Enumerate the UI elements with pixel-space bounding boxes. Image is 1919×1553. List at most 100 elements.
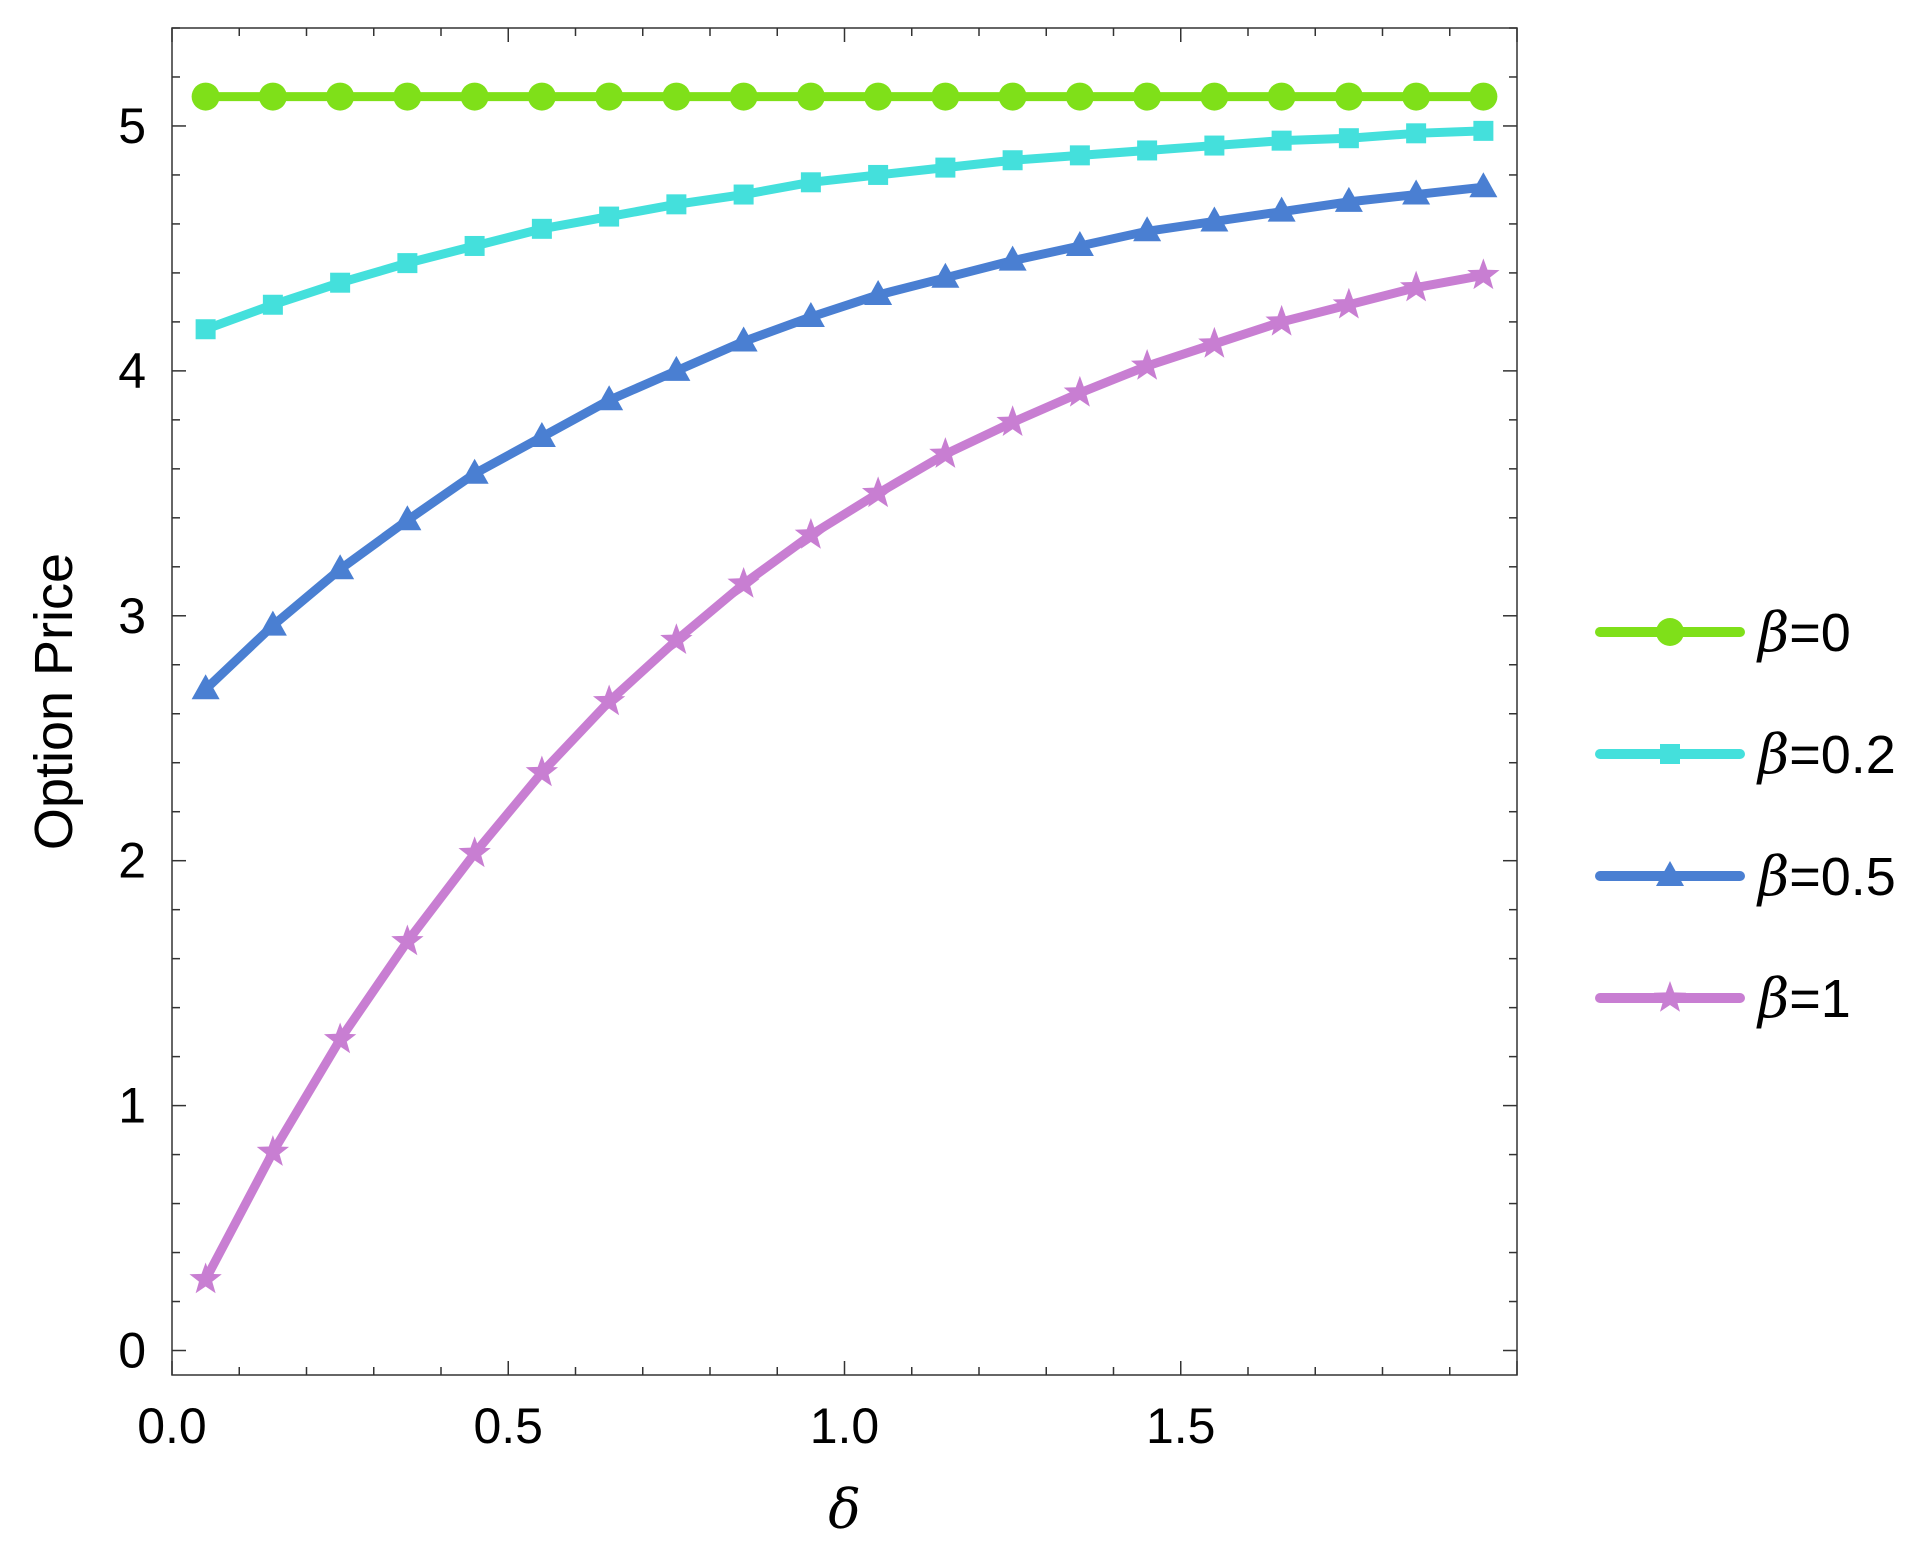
data-point xyxy=(391,924,424,956)
x-tick-label: 0.5 xyxy=(473,1398,543,1454)
series-line xyxy=(201,126,1488,334)
data-point xyxy=(191,674,220,700)
data-point xyxy=(929,437,962,468)
series-line xyxy=(201,182,1488,694)
data-point xyxy=(460,458,489,484)
data-point xyxy=(931,262,960,288)
data-point xyxy=(595,385,624,411)
series-line xyxy=(201,270,1488,1284)
legend-item: β=0 xyxy=(1595,601,1851,664)
data-point xyxy=(527,421,556,447)
data-point xyxy=(592,684,626,716)
data-point xyxy=(864,279,893,305)
data-point xyxy=(1065,82,1094,111)
y-tick-label: 5 xyxy=(118,98,146,154)
data-point xyxy=(729,326,758,352)
data-point xyxy=(1469,82,1498,111)
data-point xyxy=(662,355,691,381)
data-point xyxy=(1069,145,1090,166)
y-tick-label: 4 xyxy=(118,343,146,399)
x-axis-label: δ xyxy=(828,1478,861,1541)
y-tick-label: 0 xyxy=(118,1323,146,1379)
data-point xyxy=(1402,179,1431,205)
data-point xyxy=(1267,82,1296,111)
data-point xyxy=(861,476,895,508)
data-point xyxy=(1200,206,1229,232)
data-point xyxy=(1267,196,1296,222)
data-point xyxy=(1271,130,1292,151)
data-point xyxy=(996,405,1029,437)
data-point xyxy=(1402,82,1431,111)
data-point xyxy=(1133,82,1162,111)
legend-label: β=0 xyxy=(1756,601,1851,664)
data-point xyxy=(1265,304,1298,336)
data-point xyxy=(527,82,556,111)
data-point xyxy=(256,1135,290,1166)
data-point xyxy=(191,82,220,111)
data-point xyxy=(864,82,893,111)
legend-label: β=0.2 xyxy=(1756,723,1896,786)
legend-swatch-marker xyxy=(1653,981,1687,1012)
data-point xyxy=(1002,150,1023,171)
data-point xyxy=(935,157,956,178)
data-point xyxy=(796,82,825,111)
data-point xyxy=(1130,348,1164,380)
y-axis-ticks: 0 1 2 3 4 5 xyxy=(118,27,1517,1379)
y-tick-label: 1 xyxy=(118,1078,146,1134)
data-point xyxy=(531,218,552,239)
legend-label: β=1 xyxy=(1756,967,1851,1030)
data-point xyxy=(1338,128,1359,149)
data-point xyxy=(1204,135,1225,156)
data-point xyxy=(794,517,828,549)
legend-swatch-marker xyxy=(1660,744,1680,764)
y-tick-label: 3 xyxy=(118,588,146,644)
data-point xyxy=(727,566,760,598)
data-point xyxy=(189,1262,222,1294)
series-3 xyxy=(189,258,1500,1294)
y-tick-label: 2 xyxy=(118,833,146,889)
legend: β=0 β=0.2 β=0.5 β=1 xyxy=(1595,601,1896,1030)
data-point xyxy=(1065,230,1094,256)
data-point xyxy=(1198,326,1231,358)
legend-item: β=1 xyxy=(1595,967,1851,1030)
data-point xyxy=(330,272,351,293)
x-tick-label: 1.5 xyxy=(1146,1398,1216,1454)
legend-swatch-marker xyxy=(1656,861,1684,886)
data-point xyxy=(660,623,693,655)
data-point xyxy=(729,82,758,111)
data-point xyxy=(1473,120,1494,141)
data-point xyxy=(1133,216,1162,242)
data-point xyxy=(1334,82,1363,111)
series-layer xyxy=(189,82,1500,1294)
data-point xyxy=(796,301,825,327)
data-point xyxy=(258,82,287,111)
data-point xyxy=(1334,186,1363,212)
legend-item: β=0.2 xyxy=(1595,723,1896,786)
data-point xyxy=(599,206,620,227)
data-point xyxy=(1467,258,1500,290)
x-tick-label: 0.0 xyxy=(137,1398,207,1454)
data-point xyxy=(464,235,485,256)
data-point xyxy=(525,755,559,787)
data-point xyxy=(1406,123,1427,144)
y-axis-label: Option Price xyxy=(24,553,84,850)
data-point xyxy=(195,319,216,340)
legend-swatch-marker xyxy=(1656,618,1684,646)
data-point xyxy=(1469,172,1498,198)
data-point xyxy=(1332,287,1366,319)
series-1 xyxy=(195,120,1494,340)
data-point xyxy=(931,82,960,111)
data-point xyxy=(326,82,355,111)
legend-label: β=0.5 xyxy=(1756,845,1896,908)
data-point xyxy=(258,610,287,636)
data-point xyxy=(393,82,422,111)
plot-frame xyxy=(171,27,1518,1376)
data-point xyxy=(998,245,1027,271)
data-point xyxy=(326,554,355,580)
series-2 xyxy=(191,172,1498,700)
x-axis-ticks: 0.0 0.5 1.0 1.5 xyxy=(137,28,1518,1454)
data-point xyxy=(393,505,422,531)
data-point xyxy=(662,82,691,111)
data-point xyxy=(733,184,754,205)
